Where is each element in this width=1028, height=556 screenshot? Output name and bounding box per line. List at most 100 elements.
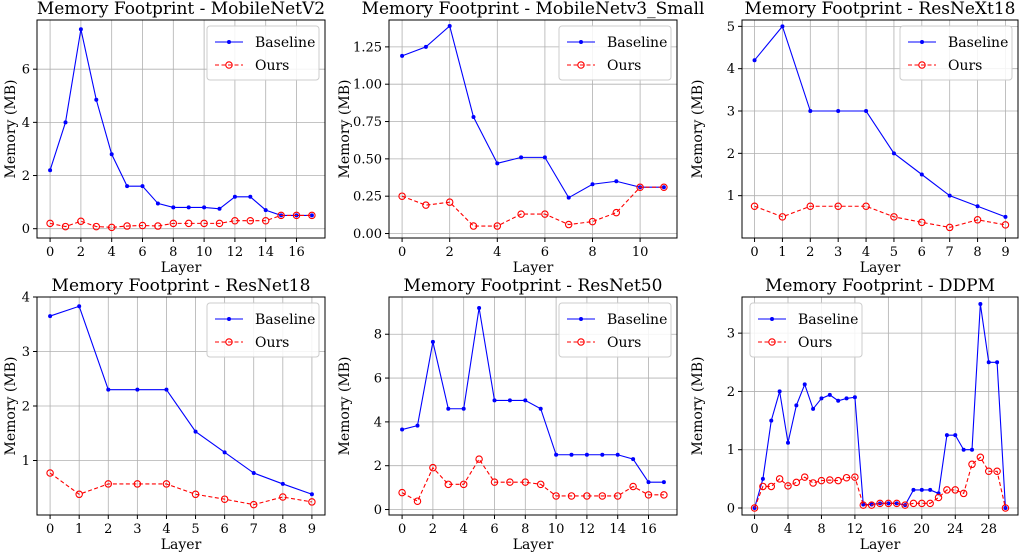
data-point-baseline: [944, 433, 949, 438]
data-point-baseline: [661, 185, 666, 190]
data-point-baseline: [232, 194, 237, 199]
data-point-ours: [422, 201, 430, 209]
data-point-ours: [154, 222, 162, 230]
data-point-ours: [660, 183, 668, 191]
series-baseline: [400, 305, 666, 485]
x-tick-label: 5: [191, 522, 199, 537]
legend-label-baseline: Baseline: [607, 35, 667, 51]
x-tick-label: 1: [778, 245, 786, 260]
data-point-ours: [104, 480, 113, 488]
data-point-baseline: [569, 452, 574, 457]
y-tick-label: 0: [22, 222, 30, 237]
chart-title: Memory Footprint - ResNet18: [52, 276, 311, 296]
y-axis-label: Memory (MB): [690, 80, 706, 179]
data-point-ours: [636, 183, 644, 191]
x-tick-label: 4: [108, 245, 116, 260]
data-point-ours: [817, 476, 826, 485]
chart-panel-4: 0 2 4 6 8 10 12 14 16 0 2 4 6 8 Memory Footprint - Res…: [337, 276, 678, 553]
y-tick-label: 1: [22, 454, 30, 469]
data-point-ours: [973, 216, 982, 224]
series-ours: [750, 202, 1010, 232]
x-tick-label: 14: [609, 522, 626, 537]
legend: Baseline Ours: [749, 302, 863, 358]
x-axis-label: Layer: [161, 260, 202, 276]
data-point-ours: [959, 489, 968, 498]
data-point-ours: [750, 504, 759, 512]
data-point-ours: [521, 478, 530, 486]
legend-box: [558, 302, 672, 358]
legend-label-baseline: Baseline: [255, 312, 315, 328]
data-point-ours: [945, 223, 954, 232]
y-tick-label: 2: [727, 385, 735, 400]
x-axis-label: Layer: [513, 537, 554, 553]
y-tick-label: 1: [727, 443, 735, 458]
data-point-baseline: [836, 398, 841, 403]
data-point-ours: [552, 492, 560, 500]
x-tick-label: 2: [104, 522, 112, 537]
y-tick-label: 0.00: [353, 227, 382, 242]
x-tick-label: 8: [588, 245, 596, 260]
series-ours: [46, 469, 316, 509]
x-tick-label: 0: [46, 245, 54, 260]
data-point-ours: [759, 482, 767, 491]
data-point-baseline: [164, 387, 169, 392]
y-tick-label: 2: [727, 147, 735, 162]
data-point-baseline: [869, 502, 874, 507]
legend-label-baseline: Baseline: [255, 35, 315, 51]
plot-frame: [388, 19, 678, 239]
data-point-ours: [834, 476, 842, 485]
legend-label-ours: Ours: [948, 58, 982, 74]
data-point-baseline: [975, 204, 980, 209]
series-line-baseline: [401, 307, 664, 483]
chart-title: Memory Footprint - MobileNetV2: [37, 0, 325, 19]
y-tick-label: 5: [727, 20, 735, 35]
legend-marker: [768, 338, 776, 346]
x-tick-label: 9: [1001, 245, 1009, 260]
x-tick-label: 12: [847, 522, 864, 537]
data-point-baseline: [844, 396, 849, 401]
data-point-baseline: [827, 392, 832, 397]
y-tick-label: 0.75: [353, 115, 382, 130]
chart-panel-2: 0 1 2 3 4 5 6 7 8 9 1 2 3 4 5 Memory Footprint - ResNeX…: [690, 0, 1019, 276]
data-point-baseline: [891, 151, 896, 156]
plot-frame: [741, 296, 1019, 516]
data-point-ours: [834, 202, 842, 211]
data-point-ours: [612, 208, 621, 217]
y-tick-label: 4: [374, 415, 382, 430]
y-tick-label: 8: [374, 328, 382, 343]
data-point-ours: [884, 499, 893, 508]
x-tick-label: 8: [169, 245, 177, 260]
legend: Baseline Ours: [558, 302, 672, 358]
data-point-ours: [77, 217, 85, 226]
data-point-baseline: [155, 201, 160, 206]
series-ours: [398, 455, 668, 505]
data-point-baseline: [566, 195, 571, 200]
data-point-ours: [398, 192, 406, 200]
legend-label-baseline: Baseline: [798, 312, 858, 328]
x-tick-label: 6: [541, 245, 549, 260]
data-point-ours: [775, 475, 784, 483]
chart-title: Memory Footprint - MobileNetv3_Small: [362, 0, 705, 19]
y-axis-label: Memory (MB): [337, 357, 353, 456]
data-point-ours: [862, 202, 870, 211]
legend-marker: [227, 317, 231, 321]
data-point-baseline: [760, 476, 765, 481]
data-point-ours: [567, 492, 576, 500]
data-point-ours: [469, 222, 478, 230]
data-point-baseline: [193, 429, 198, 434]
data-point-baseline: [961, 447, 966, 452]
data-point-baseline: [861, 502, 866, 507]
data-point-ours: [778, 213, 787, 221]
data-point-ours: [909, 499, 918, 508]
series-line-baseline: [754, 25, 1006, 218]
series-line-ours: [401, 186, 664, 227]
legend-label-baseline: Baseline: [607, 312, 667, 328]
data-point-baseline: [140, 184, 145, 189]
x-tick-label: 6: [220, 522, 228, 537]
data-point-ours: [490, 478, 499, 486]
data-point-baseline: [808, 109, 813, 114]
legend-box: [749, 302, 863, 358]
data-point-ours: [169, 219, 178, 228]
legend: Baseline Ours: [558, 25, 672, 81]
